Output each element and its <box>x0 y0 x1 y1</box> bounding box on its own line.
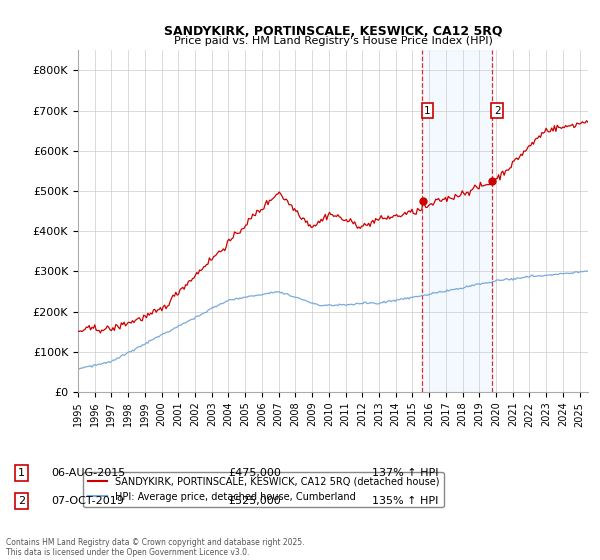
Text: Contains HM Land Registry data © Crown copyright and database right 2025.
This d: Contains HM Land Registry data © Crown c… <box>6 538 305 557</box>
Text: 06-AUG-2015: 06-AUG-2015 <box>51 468 125 478</box>
Bar <box>422 50 492 392</box>
Text: 07-OCT-2019: 07-OCT-2019 <box>51 496 124 506</box>
Text: £525,000: £525,000 <box>228 496 281 506</box>
Text: 137% ↑ HPI: 137% ↑ HPI <box>372 468 439 478</box>
Text: SANDYKIRK, PORTINSCALE, KESWICK, CA12 5RQ: SANDYKIRK, PORTINSCALE, KESWICK, CA12 5R… <box>164 25 502 38</box>
Text: £475,000: £475,000 <box>228 468 281 478</box>
Text: 1: 1 <box>424 106 431 116</box>
Text: 1: 1 <box>18 468 25 478</box>
Text: Price paid vs. HM Land Registry's House Price Index (HPI): Price paid vs. HM Land Registry's House … <box>173 36 493 46</box>
Legend: SANDYKIRK, PORTINSCALE, KESWICK, CA12 5RQ (detached house), HPI: Average price, : SANDYKIRK, PORTINSCALE, KESWICK, CA12 5R… <box>83 472 445 507</box>
Text: 2: 2 <box>494 106 500 116</box>
Text: 135% ↑ HPI: 135% ↑ HPI <box>372 496 439 506</box>
Text: 2: 2 <box>18 496 25 506</box>
